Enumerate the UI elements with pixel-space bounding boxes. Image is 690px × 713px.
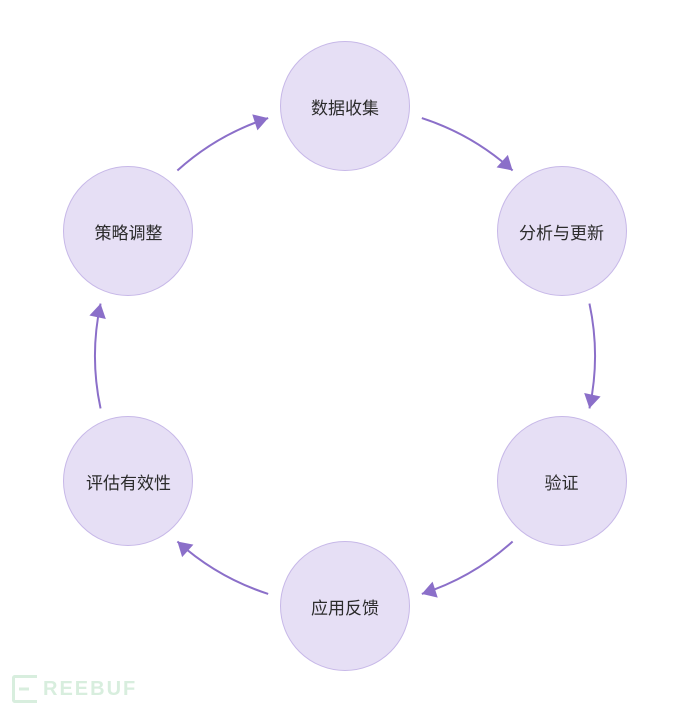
- cycle-node-label: 策略调整: [94, 219, 162, 244]
- arrowhead-icon: [497, 155, 519, 177]
- arrowhead-icon: [172, 535, 194, 557]
- arrowhead-icon: [89, 302, 108, 319]
- arrowhead-icon: [581, 393, 600, 410]
- watermark-logo-icon: [12, 675, 37, 703]
- arrowhead-icon: [252, 110, 270, 130]
- cycle-node-label: 验证: [545, 469, 579, 494]
- cycle-node-n2: 验证: [497, 416, 627, 546]
- cycle-arc: [95, 304, 101, 409]
- cycle-node-n4: 评估有效性: [63, 416, 193, 546]
- cycle-node-label: 评估有效性: [86, 469, 171, 494]
- cycle-arc: [177, 118, 268, 170]
- cycle-node-n1: 分析与更新: [497, 166, 627, 296]
- cycle-arc: [422, 118, 513, 170]
- diagram-stage: REEBUF 数据收集分析与更新验证应用反馈 评估有效性 策略调整: [0, 0, 690, 713]
- arrowhead-icon: [419, 582, 437, 602]
- cycle-node-label: 应用反馈: [311, 594, 379, 619]
- cycle-arc: [177, 541, 268, 593]
- cycle-node-n5: 策略调整: [63, 166, 193, 296]
- watermark-text: REEBUF: [43, 678, 137, 701]
- cycle-node-n0: 数据收集: [280, 41, 410, 171]
- cycle-node-label: 数据收集: [311, 94, 379, 119]
- cycle-node-n3: 应用反馈: [280, 541, 410, 671]
- cycle-arc: [589, 304, 595, 409]
- cycle-arc: [422, 541, 513, 593]
- watermark: REEBUF: [12, 675, 137, 703]
- cycle-node-label: 分析与更新: [519, 219, 604, 244]
